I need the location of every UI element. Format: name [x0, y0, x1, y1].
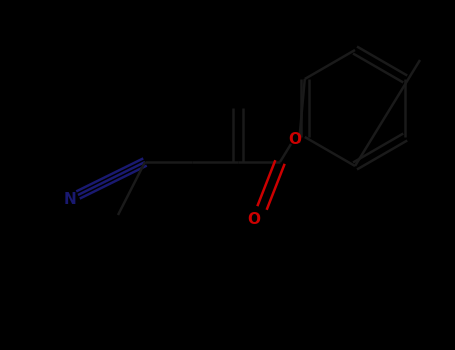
Text: O: O: [248, 212, 261, 228]
Text: O: O: [288, 133, 302, 147]
Text: N: N: [64, 193, 76, 208]
